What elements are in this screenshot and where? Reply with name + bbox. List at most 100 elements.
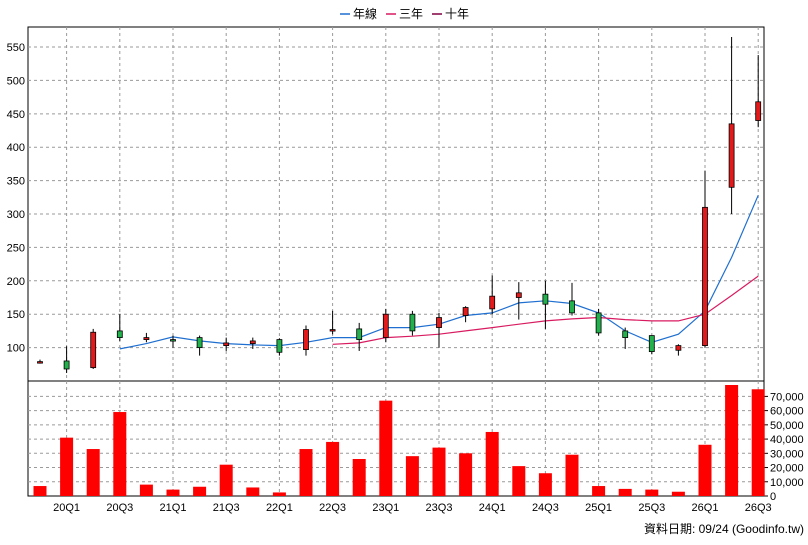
x-tick-label: 25Q1 xyxy=(585,502,612,514)
volume-bar xyxy=(432,447,446,496)
price-tick-label: 550 xyxy=(7,42,25,54)
candle-body xyxy=(276,339,283,353)
volume-bar xyxy=(193,486,207,496)
candle-body xyxy=(436,317,442,328)
candle xyxy=(569,282,575,316)
volume-bar xyxy=(565,454,579,496)
volume-bar xyxy=(645,489,659,496)
volume-bar xyxy=(485,431,499,496)
volume-bar xyxy=(272,492,286,496)
legend-entry: 年線 xyxy=(353,6,377,21)
volume-tick-label: 50,000 xyxy=(770,420,804,432)
price-pane-frame xyxy=(27,26,765,382)
candle-body xyxy=(755,101,762,121)
candle-body xyxy=(356,328,363,340)
candle xyxy=(329,310,336,335)
candle xyxy=(489,275,496,315)
candle xyxy=(542,280,549,329)
x-tick-label: 24Q1 xyxy=(479,502,506,514)
volume-bar xyxy=(618,488,632,496)
price-tick-label: 450 xyxy=(7,109,25,121)
x-tick-label: 20Q3 xyxy=(106,502,133,514)
volume-bar xyxy=(60,437,74,496)
volume-bar xyxy=(592,486,606,496)
x-tick-label: 24Q3 xyxy=(532,502,559,514)
volume-bar xyxy=(326,441,340,496)
volume-pane-frame xyxy=(27,380,765,497)
candle-body xyxy=(462,307,469,316)
candle xyxy=(196,335,203,356)
candle-body xyxy=(622,330,629,338)
x-tick-label: 22Q3 xyxy=(319,502,346,514)
x-tick-label: 23Q3 xyxy=(426,502,453,514)
volume-bar xyxy=(671,491,685,496)
candle-body xyxy=(37,361,43,364)
x-tick-label: 26Q3 xyxy=(745,502,772,514)
candle xyxy=(436,312,442,348)
candle-body xyxy=(702,206,708,347)
volume-bar xyxy=(113,412,127,496)
volume-bars xyxy=(33,385,765,496)
volume-tick-label: 10,000 xyxy=(770,477,804,489)
price-tick-label: 100 xyxy=(7,343,25,355)
candle-body xyxy=(196,337,203,349)
candle xyxy=(356,322,363,351)
price-tick-label: 500 xyxy=(7,75,25,87)
candle xyxy=(63,346,70,373)
candle-body xyxy=(515,292,522,298)
volume-bar xyxy=(246,487,260,496)
volume-bar xyxy=(86,449,100,496)
volume-tick-label: 0 xyxy=(770,491,776,503)
candle xyxy=(462,306,469,323)
candle xyxy=(223,337,230,351)
x-tick-label: 22Q1 xyxy=(266,502,293,514)
volume-bar xyxy=(725,385,739,496)
volume-tick-label: 70,000 xyxy=(770,391,804,403)
volume-bar xyxy=(512,466,526,496)
price-tick-label: 350 xyxy=(7,176,25,188)
candle-body xyxy=(542,293,549,305)
candle xyxy=(702,170,708,348)
candle-body xyxy=(409,313,416,332)
candle-body xyxy=(675,345,682,351)
candlesticks xyxy=(37,37,762,373)
legend-entry: 三年 xyxy=(399,7,423,21)
volume-tick-label: 40,000 xyxy=(770,434,804,446)
candle-body xyxy=(170,339,176,342)
candle xyxy=(382,308,389,343)
candle-body xyxy=(223,342,230,347)
candle-body xyxy=(303,329,309,351)
candle-body xyxy=(569,300,575,314)
candle xyxy=(622,327,629,349)
x-tick-label: 21Q1 xyxy=(160,502,187,514)
candle-body xyxy=(489,295,496,310)
candle xyxy=(170,335,176,348)
volume-bar xyxy=(166,489,180,496)
x-tick-label: 25Q3 xyxy=(638,502,665,514)
candle-body xyxy=(116,330,123,338)
candle xyxy=(675,344,682,356)
data-date-footer: 資料日期: 09/24 (Goodinfo.tw) xyxy=(643,522,804,536)
candle-body xyxy=(249,340,256,344)
x-tick-label: 21Q3 xyxy=(213,502,240,514)
candle xyxy=(303,325,309,356)
volume-tick-label: 30,000 xyxy=(770,448,804,460)
volume-bar xyxy=(751,389,765,496)
volume-bar xyxy=(33,486,47,496)
candle-body xyxy=(63,360,70,370)
price-tick-label: 400 xyxy=(7,142,25,154)
candle xyxy=(276,338,283,356)
candle-body xyxy=(382,313,389,338)
volume-bar xyxy=(538,473,552,496)
volume-bar xyxy=(299,449,313,496)
price-tick-label: 200 xyxy=(7,276,25,288)
candle xyxy=(515,282,522,320)
volume-bar xyxy=(379,400,393,496)
x-tick-label: 20Q1 xyxy=(53,502,80,514)
price-tick-label: 250 xyxy=(7,242,25,254)
candle xyxy=(409,310,416,336)
volume-bar xyxy=(698,444,712,496)
volume-bar xyxy=(405,456,419,496)
